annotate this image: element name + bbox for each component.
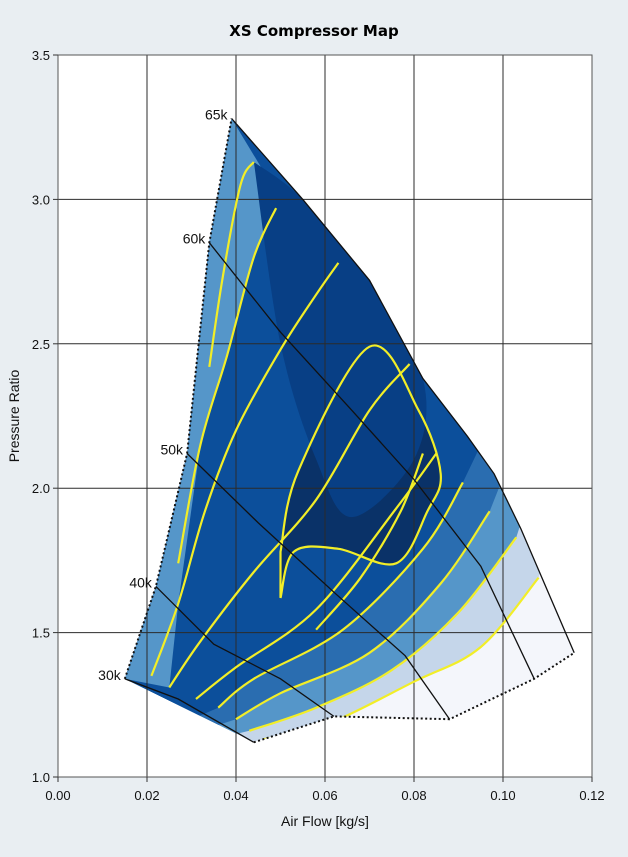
speed-line-30k: 30k xyxy=(98,667,255,743)
x-tick-label: 0.00 xyxy=(45,788,70,803)
speed-line-label: 50k xyxy=(160,442,184,458)
efficiency-contour xyxy=(217,481,464,709)
efficiency-contour xyxy=(315,453,424,631)
speed-line-label: 30k xyxy=(98,667,122,683)
efficiency-contours xyxy=(150,161,540,741)
band-upper xyxy=(253,161,427,518)
efficiency-contour xyxy=(150,262,340,677)
efficiency-contour xyxy=(208,161,255,368)
speed-line-65k: 65k xyxy=(205,107,575,654)
x-axis-label: Air Flow [kg/s] xyxy=(281,813,369,829)
speed-line-label: 65k xyxy=(205,107,229,123)
speed-line-path xyxy=(124,678,255,743)
efficiency-contour xyxy=(177,207,278,564)
choke-line xyxy=(253,651,575,744)
x-tick-label: 0.06 xyxy=(312,788,337,803)
efficiency-contour xyxy=(235,510,491,721)
y-tick-label: 2.5 xyxy=(32,337,50,352)
surge-line xyxy=(123,118,233,680)
speed-line-path xyxy=(231,118,575,654)
x-tick-label: 0.12 xyxy=(579,788,604,803)
x-tick-label: 0.02 xyxy=(134,788,159,803)
band-surge-wedge xyxy=(124,118,281,688)
efficiency-contour xyxy=(279,344,442,599)
y-axis-label: Pressure Ratio xyxy=(6,369,22,462)
speed-line-40k: 40k xyxy=(129,574,335,717)
y-tick-label: 1.5 xyxy=(32,626,50,641)
x-tick-label: 0.08 xyxy=(401,788,426,803)
speed-line-path xyxy=(155,585,335,717)
speed-line-label: 60k xyxy=(183,231,207,247)
speed-lines: 30k 40k 50k 60k 65k xyxy=(98,107,575,743)
x-tick-label: 0.04 xyxy=(223,788,248,803)
y-tick-label: 3.0 xyxy=(32,192,50,207)
speed-line-60k: 60k xyxy=(183,231,535,680)
speed-line-label: 40k xyxy=(129,574,153,590)
y-tick-label: 1.0 xyxy=(32,770,50,785)
chart-title: XS Compressor Map xyxy=(229,22,399,40)
speed-line-path xyxy=(186,453,451,720)
map-boundary xyxy=(123,118,575,744)
y-tick-label: 2.0 xyxy=(32,481,50,496)
y-tick-label: 3.5 xyxy=(32,48,50,63)
efficiency-contour xyxy=(248,536,518,732)
speed-line-50k: 50k xyxy=(160,442,451,720)
axis-ticks: 0.00 0.02 0.04 0.06 0.08 0.10 0.12 1.0 1.5 2.0 2.5… xyxy=(32,48,605,803)
x-tick-label: 0.10 xyxy=(490,788,515,803)
speed-line-path xyxy=(208,242,535,680)
efficiency-contour xyxy=(168,363,411,689)
